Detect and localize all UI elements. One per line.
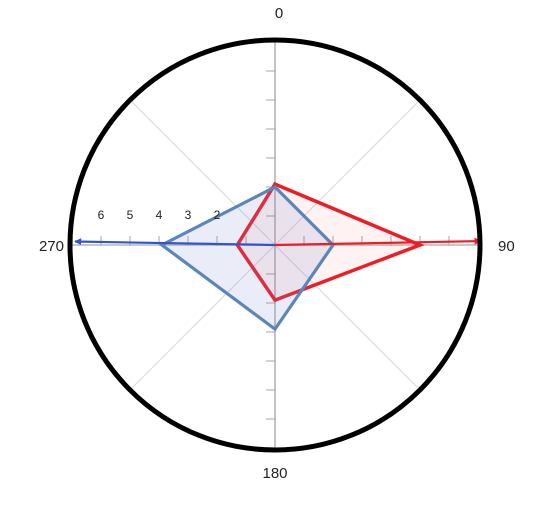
radial-tick-label-3: 3 (185, 208, 192, 222)
angle-label-90: 90 (498, 238, 515, 255)
series-2-vertex (273, 185, 277, 189)
series-layer (158, 181, 425, 332)
diagonal-gridline (274, 244, 421, 391)
angle-label-0: 0 (275, 5, 283, 22)
diagonal-gridline (274, 99, 421, 246)
series-2-vertex (273, 327, 277, 331)
series-1-vertex (418, 243, 422, 247)
radial-tick-label-4: 4 (156, 208, 163, 222)
radial-tick-label-5: 5 (127, 208, 134, 222)
radial-tick-label-2: 2 (214, 208, 221, 222)
series-2-vertex (160, 243, 164, 247)
series-1-vertex (273, 298, 277, 302)
series-1-resultant-arrow (274, 237, 482, 247)
label-layer: 0 90 180 270 2 3 4 5 6 (39, 5, 515, 482)
angle-label-270: 270 (39, 238, 64, 255)
radial-tick-label-6: 6 (98, 208, 105, 222)
series-2-resultant-arrow (74, 238, 276, 247)
arrow-layer (74, 237, 482, 247)
diagonal-gridline (129, 244, 276, 391)
series-1-vertex (273, 182, 277, 186)
outer-circle (67, 37, 483, 453)
angle-label-180: 180 (262, 465, 287, 482)
